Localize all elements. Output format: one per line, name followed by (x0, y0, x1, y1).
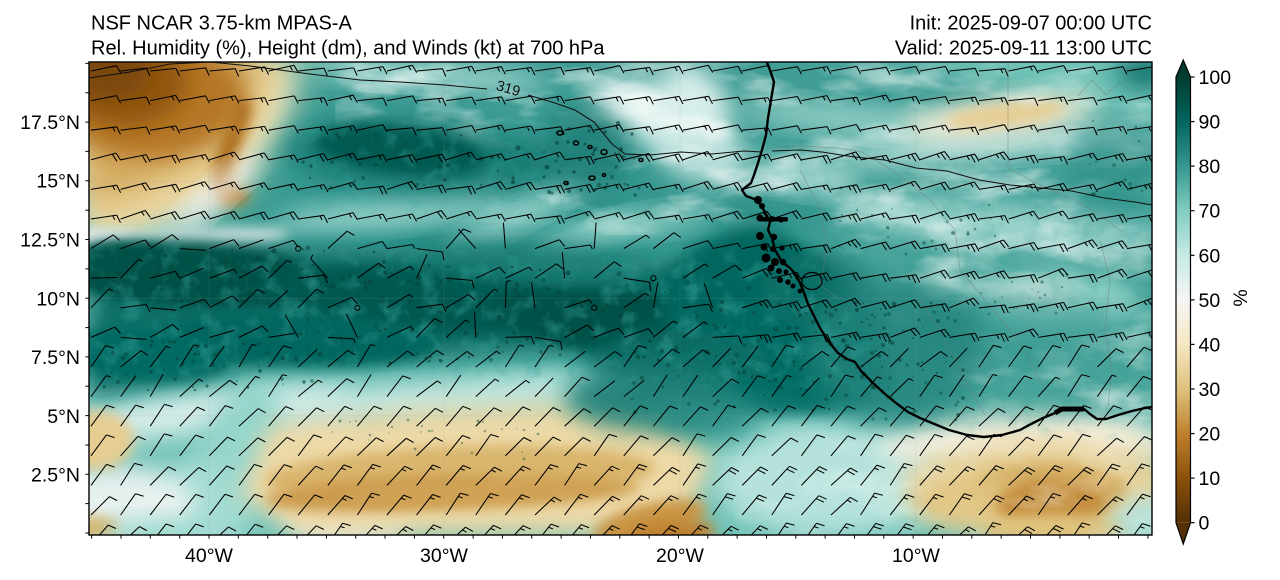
svg-text:30°W: 30°W (420, 545, 468, 567)
svg-text:20°W: 20°W (656, 545, 704, 567)
svg-text:%: % (1230, 289, 1252, 306)
svg-text:40°W: 40°W (185, 545, 233, 567)
svg-text:90: 90 (1199, 112, 1221, 134)
svg-text:Valid: 2025-09-11 13:00 UTC: Valid: 2025-09-11 13:00 UTC (895, 38, 1152, 60)
svg-text:30: 30 (1199, 379, 1221, 401)
svg-text:60: 60 (1199, 245, 1221, 267)
svg-text:Init: 2025-09-07 00:00 UTC: Init: 2025-09-07 00:00 UTC (910, 13, 1152, 35)
svg-text:17.5°N: 17.5°N (20, 112, 80, 134)
svg-text:2.5°N: 2.5°N (31, 465, 80, 487)
svg-text:NSF NCAR 3.75-km MPAS-A: NSF NCAR 3.75-km MPAS-A (91, 13, 352, 35)
svg-text:20: 20 (1199, 424, 1221, 446)
svg-text:10: 10 (1199, 468, 1221, 490)
svg-text:15°N: 15°N (36, 171, 80, 193)
svg-text:Rel. Humidity (%), Height (dm): Rel. Humidity (%), Height (dm), and Wind… (91, 38, 605, 60)
svg-text:10°W: 10°W (892, 545, 940, 567)
svg-text:50: 50 (1199, 290, 1221, 312)
svg-text:0: 0 (1199, 513, 1210, 535)
svg-text:40: 40 (1199, 334, 1221, 356)
svg-text:319: 319 (494, 78, 522, 100)
svg-text:7.5°N: 7.5°N (31, 347, 80, 369)
svg-text:70: 70 (1199, 201, 1221, 223)
svg-text:80: 80 (1199, 156, 1221, 178)
svg-text:100: 100 (1199, 67, 1232, 89)
svg-text:12.5°N: 12.5°N (20, 229, 80, 251)
svg-text:10°N: 10°N (36, 289, 80, 311)
svg-text:5°N: 5°N (47, 406, 80, 428)
